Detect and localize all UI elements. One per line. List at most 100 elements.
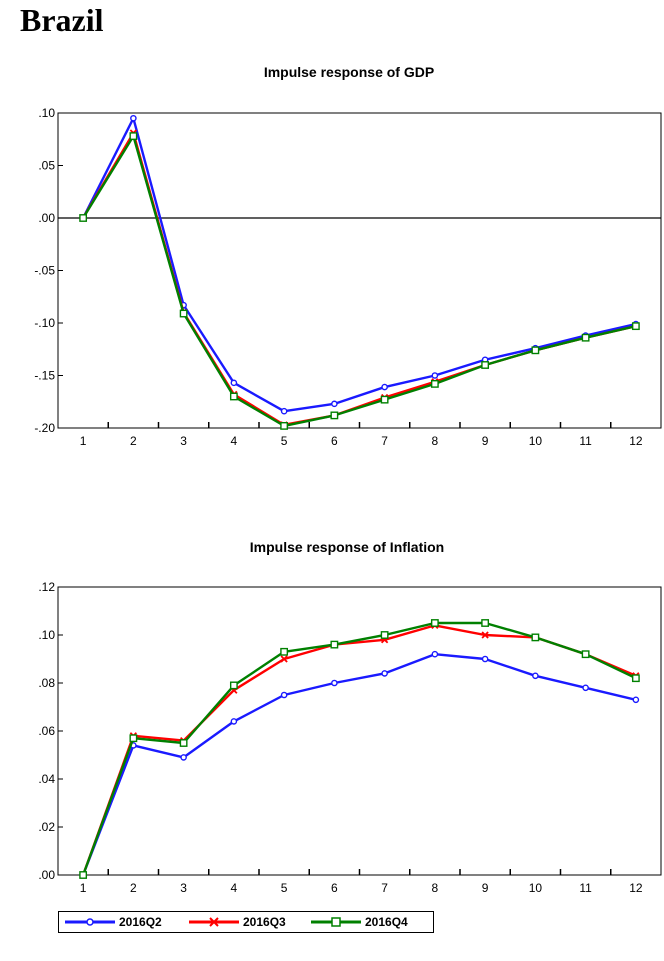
chart-legend: 2016Q2 2016Q3 2016Q4	[58, 911, 434, 933]
legend-swatch-2016q4	[311, 917, 361, 927]
inflation-series-2016q4-point	[581, 650, 590, 659]
gdp-x-tick-label: 6	[331, 434, 338, 448]
inflation-series-2016q2-point	[280, 691, 288, 699]
inflation-series-2016q4-point	[531, 633, 540, 642]
inflation-series-2016q2-point	[632, 696, 640, 704]
gdp-series-2016q4-point	[581, 333, 590, 342]
legend-label-2016q4: 2016Q4	[365, 915, 408, 929]
inflation-y-tick-label: .08	[38, 676, 55, 690]
gdp-y-tick-label: -.10	[34, 316, 55, 330]
inflation-x-tick-label: 4	[231, 881, 238, 895]
inflation-series-2016q4-point	[380, 631, 389, 639]
gdp-x-tick-label: 7	[381, 434, 388, 448]
inflation-series-2016q4-point	[430, 619, 439, 627]
gdp-y-tick-label: .10	[38, 106, 55, 120]
inflation-series-2016q2-point	[582, 684, 589, 692]
legend-label-2016q3: 2016Q3	[243, 915, 286, 929]
gdp-series-2016q2-point	[381, 383, 388, 391]
inflation-series-2016q4-point	[481, 619, 490, 627]
legend-label-2016q2: 2016Q2	[119, 915, 162, 929]
inflation-x-tick-label: 3	[180, 881, 187, 895]
inflation-series-2016q3-line	[81, 624, 637, 876]
gdp-series-2016q4-point	[430, 380, 439, 388]
gdp-series-2016q4-point	[79, 214, 88, 222]
gdp-y-tick-label: .00	[38, 211, 55, 225]
inflation-series-2016q2-point	[431, 650, 439, 658]
gdp-series-2016q2-point	[431, 372, 439, 379]
inflation-plot-frame	[57, 586, 662, 876]
inflation-impulse-chart: .12.10.08.06.04.02.001 2 3 4 5 6 7 8 9 10 11 12	[38, 580, 662, 895]
gdp-x-tick-label: 3	[180, 434, 187, 448]
gdp-y-tick-label: -.15	[34, 369, 55, 383]
inflation-series-2016q2-point	[230, 718, 238, 725]
inflation-y-tick-label: .04	[38, 772, 55, 786]
gdp-series-2016q2-point	[331, 400, 338, 408]
inflation-x-tick-label: 2	[130, 881, 137, 895]
inflation-series-2016q3-point	[280, 655, 288, 663]
gdp-series-2016q4-line	[82, 134, 637, 428]
inflation-y-tick-label: .10	[38, 628, 55, 642]
gdp-series-2016q4-point	[380, 395, 389, 404]
gdp-x-tick-label: 1	[80, 434, 87, 448]
gdp-series-2016q2-point	[230, 379, 238, 387]
inflation-series-2016q4-point	[129, 734, 138, 743]
inflation-series-2016q2-point	[180, 754, 187, 761]
gdp-series-2016q4-point	[280, 422, 289, 430]
inflation-x-tick-label: 1	[80, 881, 87, 895]
inflation-series-2016q2-point	[481, 655, 489, 663]
inflation-x-tick-label: 7	[381, 881, 388, 895]
gdp-x-tick-label: 2	[130, 434, 137, 448]
gdp-x-tick-label: 11	[579, 434, 592, 448]
inflation-series-2016q4-point	[79, 871, 88, 879]
inflation-series-2016q4-point	[280, 647, 289, 656]
gdp-x-tick-label: 9	[482, 434, 489, 448]
gdp-x-tick-label: 12	[629, 434, 643, 448]
legend-swatch-2016q2	[65, 918, 115, 926]
inflation-x-tick-label: 5	[281, 881, 288, 895]
gdp-series-2016q4-point	[330, 411, 339, 420]
gdp-x-tick-label: 5	[281, 434, 288, 448]
inflation-y-tick-label: .02	[38, 820, 55, 834]
inflation-series-2016q2-point	[381, 670, 388, 677]
inflation-series-2016q4-line	[81, 621, 637, 876]
inflation-y-tick-label: .06	[38, 724, 55, 738]
gdp-series-2016q4-point	[631, 322, 640, 331]
inflation-x-tick-label: 10	[529, 881, 543, 895]
inflation-series-2016q4-point	[330, 640, 339, 649]
gdp-plot-frame	[57, 112, 662, 429]
inflation-x-tick-label: 6	[331, 881, 338, 895]
gdp-series-2016q3-line	[82, 131, 637, 427]
inflation-series-2016q4-point	[631, 674, 640, 683]
gdp-impulse-chart: .10.05.00-.05-.10-.15-.201 2 3 4 5 6 7 8 9 10 11 12	[34, 106, 662, 448]
gdp-series-2016q4-point	[229, 392, 238, 401]
inflation-x-tick-label: 11	[579, 881, 592, 895]
gdp-series-2016q4-point	[179, 309, 188, 318]
inflation-x-tick-label: 9	[482, 881, 489, 895]
legend-swatch-2016q3	[189, 917, 239, 927]
inflation-series-2016q4-point	[179, 739, 188, 747]
inflation-y-tick-label: .00	[38, 868, 55, 882]
inflation-chart-title: Impulse response of Inflation	[249, 539, 445, 555]
inflation-series-2016q2-point	[331, 679, 338, 687]
gdp-x-tick-label: 4	[231, 434, 238, 448]
inflation-y-tick-label: .12	[38, 580, 55, 594]
gdp-series-2016q2-point	[280, 407, 288, 415]
gdp-x-tick-label: 8	[432, 434, 439, 448]
gdp-y-tick-label: -.05	[34, 264, 55, 278]
inflation-series-2016q2-line	[82, 652, 637, 876]
gdp-chart-title: Impulse response of GDP	[263, 64, 435, 80]
page-title: Brazil	[20, 2, 104, 38]
gdp-series-2016q2-point	[130, 114, 137, 122]
gdp-series-2016q4-point	[481, 361, 490, 369]
inflation-x-tick-label: 8	[432, 881, 439, 895]
gdp-series-2016q4-point	[531, 346, 540, 355]
inflation-series-2016q2-point	[532, 672, 539, 680]
gdp-y-tick-label: .05	[38, 159, 55, 173]
inflation-series-2016q4-point	[229, 681, 238, 690]
gdp-y-tick-label: -.20	[34, 421, 55, 435]
gdp-series-2016q2-line	[82, 117, 637, 413]
inflation-series-2016q3-point	[481, 631, 489, 639]
inflation-x-tick-label: 12	[629, 881, 643, 895]
gdp-series-2016q4-point	[129, 132, 138, 141]
gdp-x-tick-label: 10	[529, 434, 543, 448]
